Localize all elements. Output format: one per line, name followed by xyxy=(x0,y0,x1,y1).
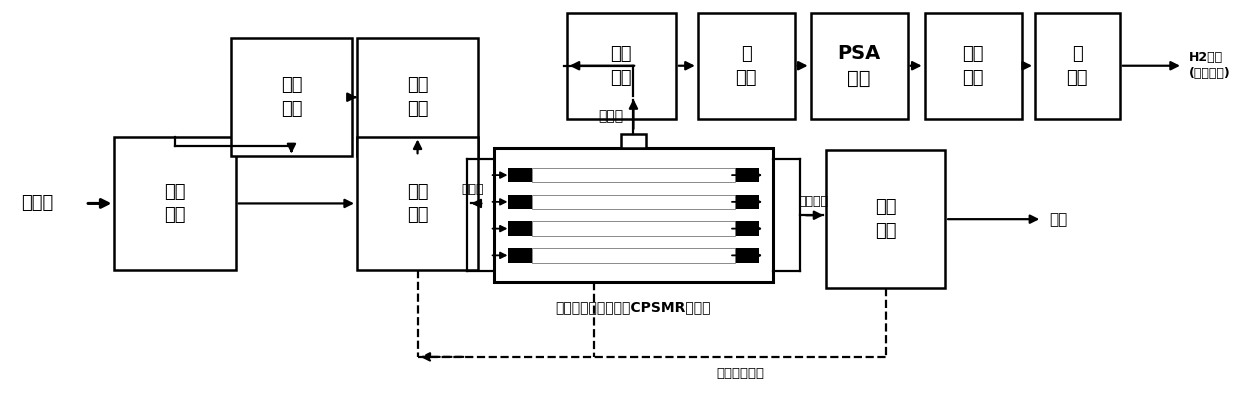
Bar xyxy=(698,13,794,119)
Bar xyxy=(532,168,735,182)
Bar xyxy=(508,194,532,209)
Text: 排放: 排放 xyxy=(1049,212,1068,227)
Bar xyxy=(532,221,735,236)
Text: 标准式换热器的列管CPSMR反应器: 标准式换热器的列管CPSMR反应器 xyxy=(556,300,711,314)
Bar xyxy=(532,194,735,209)
Text: 反应气: 反应气 xyxy=(461,183,484,196)
Bar xyxy=(508,168,532,182)
Bar xyxy=(621,134,646,148)
Text: 精密
过滤: 精密 过滤 xyxy=(165,183,186,224)
Text: 压缩
加热: 压缩 加热 xyxy=(406,183,429,224)
Bar xyxy=(357,136,478,270)
Text: 反应气体: 反应气体 xyxy=(798,195,828,208)
Bar xyxy=(826,150,945,288)
Bar xyxy=(1035,13,1120,119)
Text: 催化
脱氧: 催化 脱氧 xyxy=(281,76,302,118)
Bar xyxy=(532,248,735,263)
Text: 吸
气剂: 吸 气剂 xyxy=(1067,45,1088,87)
Bar xyxy=(508,248,532,263)
Text: 干燥
脱水: 干燥 脱水 xyxy=(406,76,429,118)
Text: 深度
干燥: 深度 干燥 xyxy=(963,45,984,87)
Bar xyxy=(735,194,760,209)
Bar xyxy=(508,221,532,236)
Text: 富氢气: 富氢气 xyxy=(598,109,623,123)
Text: 换热
冷却: 换热 冷却 xyxy=(611,45,632,87)
Text: 反应循环气体: 反应循环气体 xyxy=(716,367,764,380)
Bar xyxy=(566,13,676,119)
Bar xyxy=(735,221,760,236)
Bar xyxy=(924,13,1021,119)
Bar xyxy=(810,13,907,119)
Bar xyxy=(735,248,760,263)
Text: 精
脱氨: 精 脱氨 xyxy=(736,45,757,87)
Bar xyxy=(114,136,235,270)
Text: H2产品
(返回制程): H2产品 (返回制程) xyxy=(1189,51,1230,80)
Text: 吸附
净化: 吸附 净化 xyxy=(875,198,897,240)
Bar xyxy=(230,38,352,156)
Text: PSA
提氢: PSA 提氢 xyxy=(838,44,881,88)
Bar xyxy=(735,168,760,182)
Bar xyxy=(494,148,773,282)
Bar xyxy=(357,38,478,156)
Text: 原料气: 原料气 xyxy=(21,194,53,212)
